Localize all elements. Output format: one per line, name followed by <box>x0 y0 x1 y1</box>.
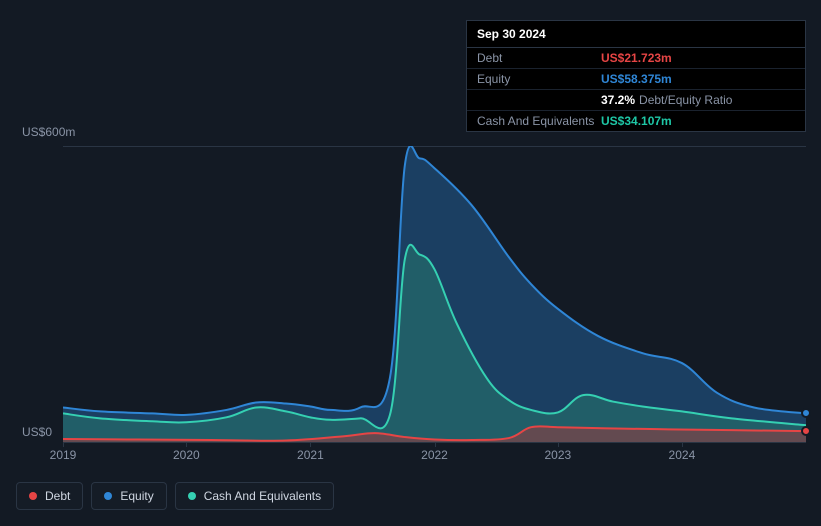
x-tick-mark <box>682 442 683 447</box>
tooltip-row-value: US$58.375m <box>601 72 672 86</box>
legend-dot-icon <box>188 492 196 500</box>
x-tick-label: 2021 <box>297 448 324 462</box>
legend-label: Debt <box>45 489 70 503</box>
x-tick-label: 2022 <box>421 448 448 462</box>
tooltip-row: Cash And EquivalentsUS$34.107m <box>467 111 805 131</box>
tooltip-date: Sep 30 2024 <box>467 21 805 48</box>
chart-plot <box>63 146 806 442</box>
tooltip-row-value: US$21.723m <box>601 51 672 65</box>
x-tick-mark <box>186 442 187 447</box>
series-end-dot <box>801 426 811 436</box>
tooltip-row-value: 37.2%Debt/Equity Ratio <box>601 93 732 107</box>
tooltip-row: 37.2%Debt/Equity Ratio <box>467 90 805 111</box>
chart-tooltip: Sep 30 2024 DebtUS$21.723mEquityUS$58.37… <box>466 20 806 132</box>
x-tick-label: 2020 <box>173 448 200 462</box>
tooltip-row-value: US$34.107m <box>601 114 672 128</box>
tooltip-row-label: Cash And Equivalents <box>477 114 601 128</box>
series-end-dot <box>801 408 811 418</box>
tooltip-row-label <box>477 93 601 107</box>
legend-label: Equity <box>120 489 153 503</box>
tooltip-row: DebtUS$21.723m <box>467 48 805 69</box>
legend-item-cash-and-equivalents[interactable]: Cash And Equivalents <box>175 482 334 510</box>
tooltip-row-sublabel: Debt/Equity Ratio <box>639 93 732 107</box>
legend-dot-icon <box>104 492 112 500</box>
x-tick-mark <box>558 442 559 447</box>
x-tick-mark <box>310 442 311 447</box>
tooltip-row: EquityUS$58.375m <box>467 69 805 90</box>
legend-dot-icon <box>29 492 37 500</box>
chart-area[interactable]: 201920202021202220232024 <box>16 146 806 442</box>
x-tick-mark <box>435 442 436 447</box>
y-axis-max-label: US$600m <box>22 125 75 139</box>
x-tick-mark <box>63 442 64 447</box>
tooltip-row-label: Debt <box>477 51 601 65</box>
chart-legend: Debt Equity Cash And Equivalents <box>16 482 334 510</box>
x-tick-label: 2019 <box>50 448 77 462</box>
x-tick-label: 2024 <box>669 448 696 462</box>
legend-item-equity[interactable]: Equity <box>91 482 166 510</box>
legend-item-debt[interactable]: Debt <box>16 482 83 510</box>
x-tick-label: 2023 <box>544 448 571 462</box>
tooltip-row-label: Equity <box>477 72 601 86</box>
legend-label: Cash And Equivalents <box>204 489 321 503</box>
